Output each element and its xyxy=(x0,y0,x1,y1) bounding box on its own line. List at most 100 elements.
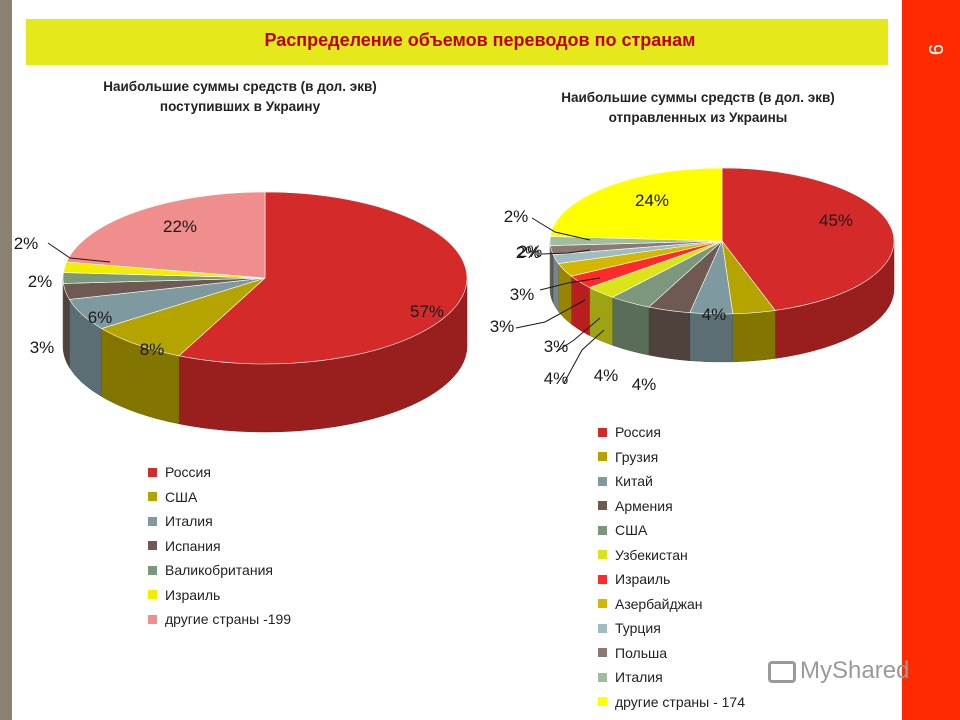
legend0-swatch-3 xyxy=(148,541,157,551)
pie1-label-7: 3% xyxy=(510,285,535,304)
pie1-side-1 xyxy=(732,310,776,363)
pie0-label-1: 8% xyxy=(140,340,165,359)
pie1-side-3 xyxy=(648,306,691,361)
pie1-label-11: 24% xyxy=(635,191,669,210)
pie0-label-3: 3% xyxy=(30,338,55,357)
legend0-item-6: другие страны -199 xyxy=(148,607,291,632)
legend1-label-0: Россия xyxy=(615,424,661,441)
pie1-leader-3 xyxy=(515,299,586,329)
pie1-label-9: 2% xyxy=(516,243,541,262)
pie1-label-10: 2% xyxy=(504,207,529,226)
legend1-label-11: другие страны - 174 xyxy=(615,693,745,710)
legend1-label-5: Узбекистан xyxy=(615,546,688,563)
legend1-label-6: Израиль xyxy=(615,571,671,588)
legend0-label-3: Испания xyxy=(165,537,221,554)
legend1-swatch-0 xyxy=(598,427,607,437)
legend1-swatch-10 xyxy=(598,672,607,682)
legend1-swatch-1 xyxy=(598,452,607,462)
legend0-swatch-2 xyxy=(148,516,157,526)
legend0-label-4: Валикобритания xyxy=(165,562,273,579)
legend1-swatch-8 xyxy=(598,623,607,633)
left-border-strip xyxy=(0,0,12,720)
legend1-label-9: Польша xyxy=(615,644,668,661)
legend0-swatch-6 xyxy=(148,614,157,624)
legend0-item-3: Испания xyxy=(148,534,291,559)
pie0-label-6: 22% xyxy=(163,217,197,236)
pie1-label-2: 4% xyxy=(632,375,657,394)
pie-chart-incoming: 57% 8% 6% 3% 2% 2% 22% xyxy=(14,191,468,433)
pie1-slice-11 xyxy=(549,167,723,242)
legend1-label-10: Италия xyxy=(615,669,663,686)
pie1-label-1: 4% xyxy=(702,305,727,324)
legend1-label-3: Армения xyxy=(615,497,673,514)
legend0-label-1: США xyxy=(165,488,198,505)
pie1-label-6: 3% xyxy=(490,317,515,336)
legend1-swatch-9 xyxy=(598,648,607,658)
legend1-swatch-3 xyxy=(598,501,607,511)
legend0-item-2: Италия xyxy=(148,509,291,534)
legend1-item-7: Азербайджан xyxy=(598,592,745,617)
legend1-item-10: Италия xyxy=(598,665,745,690)
legend0-swatch-4 xyxy=(148,565,157,575)
pie1-leader-2 xyxy=(539,277,601,291)
pie0-label-0: 57% xyxy=(410,302,444,321)
pie1-leader-0 xyxy=(531,217,591,241)
legend0-item-5: Израиль xyxy=(148,583,291,608)
legend1-label-4: США xyxy=(615,522,648,539)
legend0-swatch-5 xyxy=(148,590,157,600)
legend1-label-7: Азербайджан xyxy=(615,595,703,612)
legend0-label-0: Россия xyxy=(165,464,211,481)
pie0-slice-6 xyxy=(66,191,266,279)
right-chart-title: Наибольшие суммы средств (в дол. экв) от… xyxy=(508,88,888,128)
pie0-label-2: 6% xyxy=(88,308,113,327)
left-chart-title: Наибольшие суммы средств (в дол. экв) по… xyxy=(50,77,430,117)
legend0-label-2: Италия xyxy=(165,513,213,530)
legend1-swatch-11 xyxy=(598,697,607,707)
pie1-label-4: 4% xyxy=(544,369,569,388)
legend1-label-1: Грузия xyxy=(615,448,659,465)
legend1-item-11: другие страны - 174 xyxy=(598,690,745,715)
legend1-label-8: Турция xyxy=(615,620,661,637)
pie1-leader-5 xyxy=(563,329,605,384)
legend1-swatch-6 xyxy=(598,574,607,584)
legend1-item-2: Китай xyxy=(598,469,745,494)
pie1-leader-1 xyxy=(541,249,591,255)
pie0-label-5: 2% xyxy=(14,234,39,253)
right-chart-title-line1: Наибольшие суммы средств (в дол. экв) xyxy=(561,90,835,105)
legend0-item-0: Россия xyxy=(148,460,291,485)
right-border-strip: 9 xyxy=(902,0,960,720)
pie1-side-8 xyxy=(552,254,559,313)
legend0-swatch-1 xyxy=(148,492,157,502)
slide-title: Распределение объемов переводов по стран… xyxy=(264,30,696,50)
legend0-swatch-0 xyxy=(148,467,157,477)
watermark-icon xyxy=(768,660,796,683)
pie0-label-4: 2% xyxy=(28,272,53,291)
legend1-item-6: Израиль xyxy=(598,567,745,592)
legend1-item-8: Турция xyxy=(598,616,745,641)
legend1-swatch-4 xyxy=(598,525,607,535)
pie1-slice-0 xyxy=(721,167,895,311)
legend1-swatch-7 xyxy=(598,599,607,609)
pie0-slice-0 xyxy=(178,191,468,365)
legend1-item-1: Грузия xyxy=(598,445,745,470)
pie1-label-8: 2% xyxy=(518,242,543,261)
legend0-item-4: Валикобритания xyxy=(148,558,291,583)
pie0-leader-0 xyxy=(47,242,111,263)
legend0-label-5: Израиль xyxy=(165,586,221,603)
legend1-item-5: Узбекистан xyxy=(598,543,745,568)
right-chart-title-line2: отправленных из Украины xyxy=(608,110,788,125)
watermark: MyShared xyxy=(768,657,909,685)
legend0-item-1: США xyxy=(148,485,291,510)
legend1-swatch-5 xyxy=(598,550,607,560)
pie1-label-0: 45% xyxy=(819,211,853,230)
pie0-slice-1 xyxy=(100,277,266,357)
legend1-item-4: США xyxy=(598,518,745,543)
left-chart-title-line1: Наибольшие суммы средств (в дол. экв) xyxy=(103,79,377,94)
legend1-swatch-2 xyxy=(598,476,607,486)
legend-incoming: Россия США Италия Испания Валикобритания Изра… xyxy=(148,460,291,632)
legend1-item-0: Россия xyxy=(598,420,745,445)
left-chart-title-line2: поступивших в Украину xyxy=(159,99,321,114)
pie1-label-5: 3% xyxy=(544,337,569,356)
legend0-label-6: другие страны -199 xyxy=(165,611,292,628)
